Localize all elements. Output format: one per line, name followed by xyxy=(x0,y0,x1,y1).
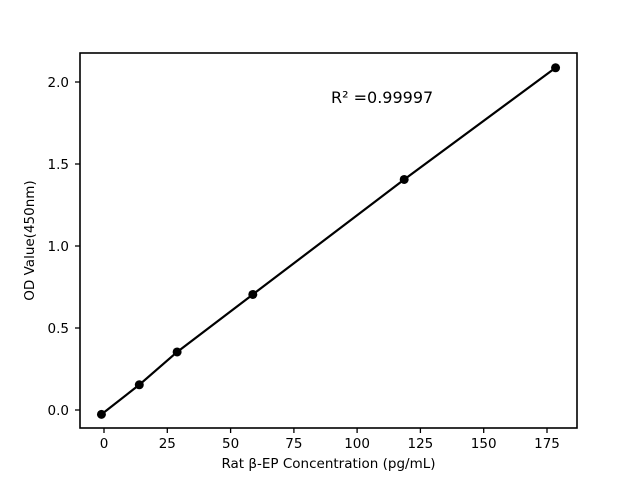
x-tick-label: 150 xyxy=(471,436,497,452)
data-point xyxy=(248,289,258,299)
r-squared-annotation: R² =0.99997 xyxy=(331,88,433,107)
x-axis-tick-labels: 0 25 50 75 100 125 150 175 xyxy=(100,436,560,452)
series-standard-curve xyxy=(96,63,561,419)
series-line xyxy=(100,66,557,416)
x-tick-label: 25 xyxy=(159,436,176,452)
y-tick-label: 0.5 xyxy=(48,321,69,337)
series-markers xyxy=(96,63,561,419)
x-tick-label: 125 xyxy=(408,436,434,452)
x-tick-label: 50 xyxy=(222,436,239,452)
y-tick-label: 1.0 xyxy=(48,239,69,255)
y-tick-label: 1.5 xyxy=(48,157,69,173)
y-axis-tick-labels: 0.0 0.5 1.0 1.5 2.0 xyxy=(48,75,69,419)
x-axis-ticks xyxy=(103,428,548,433)
x-tick-label: 0 xyxy=(100,436,109,452)
axes-frame xyxy=(79,52,578,429)
y-tick-label: 0.0 xyxy=(48,403,69,419)
x-tick-label: 175 xyxy=(534,436,560,452)
x-tick-label: 100 xyxy=(344,436,370,452)
x-axis-title: Rat β-EP Concentration (pg/mL) xyxy=(221,456,435,472)
data-point xyxy=(551,63,561,73)
y-axis-ticks xyxy=(75,81,80,411)
data-point xyxy=(134,380,144,390)
x-tick-label: 75 xyxy=(285,436,302,452)
data-point xyxy=(399,174,409,184)
data-point xyxy=(172,347,182,357)
data-point xyxy=(96,409,106,419)
y-tick-label: 2.0 xyxy=(48,75,69,91)
y-axis-title: OD Value(450nm) xyxy=(22,180,38,300)
